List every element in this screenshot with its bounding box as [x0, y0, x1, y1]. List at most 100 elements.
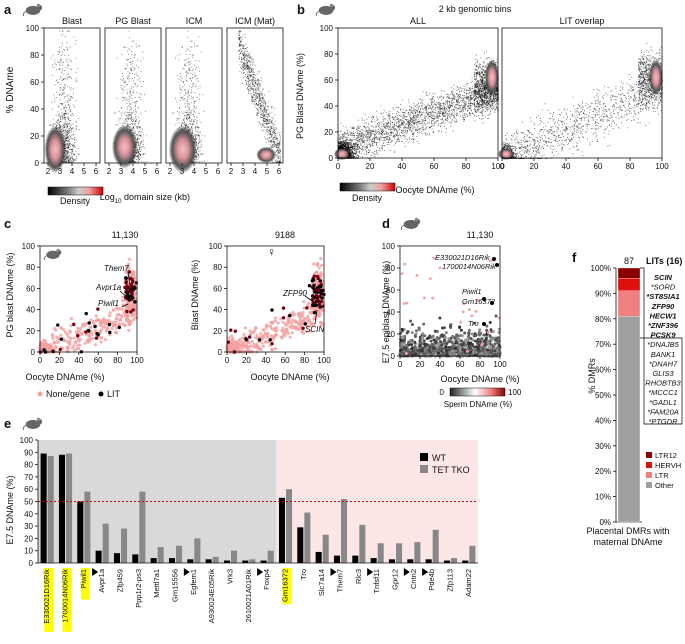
density-point [418, 108, 419, 110]
density-point [256, 104, 258, 106]
density-point [494, 104, 496, 106]
density-point [66, 151, 68, 153]
density-point [277, 156, 278, 158]
density-point [268, 91, 270, 92]
density-point [192, 84, 194, 86]
density-point [263, 125, 265, 127]
density-point [67, 151, 69, 152]
density-point [356, 156, 358, 158]
density-point [452, 102, 454, 104]
density-point [248, 54, 250, 56]
density-point [67, 161, 69, 163]
density-point [413, 110, 415, 112]
density-point [70, 137, 72, 139]
density-point [65, 143, 67, 145]
density-point [64, 158, 66, 160]
density-point [388, 122, 390, 124]
density-point [67, 152, 69, 154]
density-point [66, 133, 68, 135]
density-point [271, 134, 273, 135]
density-point [137, 59, 139, 61]
density-point [396, 125, 397, 127]
density-point [74, 154, 76, 156]
density-point [248, 68, 250, 70]
density-point [280, 136, 281, 138]
density-point [145, 110, 147, 112]
density-point [136, 154, 138, 156]
density-point [67, 136, 69, 138]
density-point [65, 159, 67, 161]
density-point [183, 124, 185, 125]
density-point [247, 83, 249, 85]
density-point [243, 58, 245, 60]
density-point [65, 58, 67, 60]
density-point [185, 50, 187, 52]
density-point [67, 137, 69, 138]
density-point [494, 97, 496, 99]
density-point [276, 138, 278, 140]
density-point [342, 146, 344, 148]
density-point [264, 126, 266, 128]
density-point [378, 131, 380, 133]
density-point [253, 103, 255, 105]
density-point [136, 148, 138, 150]
density-point [198, 112, 200, 114]
density-point [65, 140, 67, 142]
density-point [252, 78, 254, 80]
density-point [271, 139, 273, 141]
density-point [280, 157, 281, 159]
density-point [174, 97, 176, 99]
density-point [66, 125, 68, 127]
density-point [64, 137, 66, 139]
density-point [239, 58, 241, 60]
density-point [139, 131, 140, 132]
density-point [412, 122, 414, 124]
density-point [367, 158, 369, 159]
density-point [462, 87, 464, 89]
density-point [405, 138, 407, 140]
density-point [67, 123, 69, 125]
density-point [241, 59, 243, 60]
density-point [259, 123, 261, 125]
density-point [137, 151, 139, 153]
density-point [59, 47, 61, 48]
density-point [495, 103, 497, 105]
density-point [67, 98, 69, 100]
density-point [391, 132, 393, 134]
density-point [138, 144, 140, 146]
density-point [136, 111, 137, 113]
density-point [254, 64, 256, 66]
density-point [277, 147, 279, 149]
density-point [136, 142, 138, 144]
density-point [259, 94, 260, 96]
density-point [359, 138, 361, 140]
density-point [241, 51, 243, 53]
density-point [429, 127, 431, 129]
density-point [478, 102, 480, 104]
density-point [193, 72, 195, 74]
density-point [471, 88, 473, 89]
density-point [256, 112, 258, 114]
density-point [407, 116, 409, 118]
density-point [393, 134, 395, 136]
density-point [61, 46, 63, 48]
density-point [76, 81, 78, 83]
density-point [69, 105, 71, 107]
density-point [59, 126, 61, 127]
density-point [364, 130, 366, 132]
density-point [189, 110, 191, 112]
density-point [265, 118, 267, 120]
density-point [132, 92, 134, 94]
density-point [126, 59, 127, 61]
density-point [136, 92, 138, 94]
density-point [274, 136, 275, 138]
density-point [476, 92, 478, 94]
density-point [195, 100, 197, 102]
density-point [279, 161, 281, 163]
density-point [429, 111, 431, 113]
density-point [246, 77, 247, 79]
x-tick-label: 5 [265, 167, 270, 176]
density-point [64, 127, 65, 129]
density-point [197, 135, 199, 137]
density-point [481, 102, 483, 104]
